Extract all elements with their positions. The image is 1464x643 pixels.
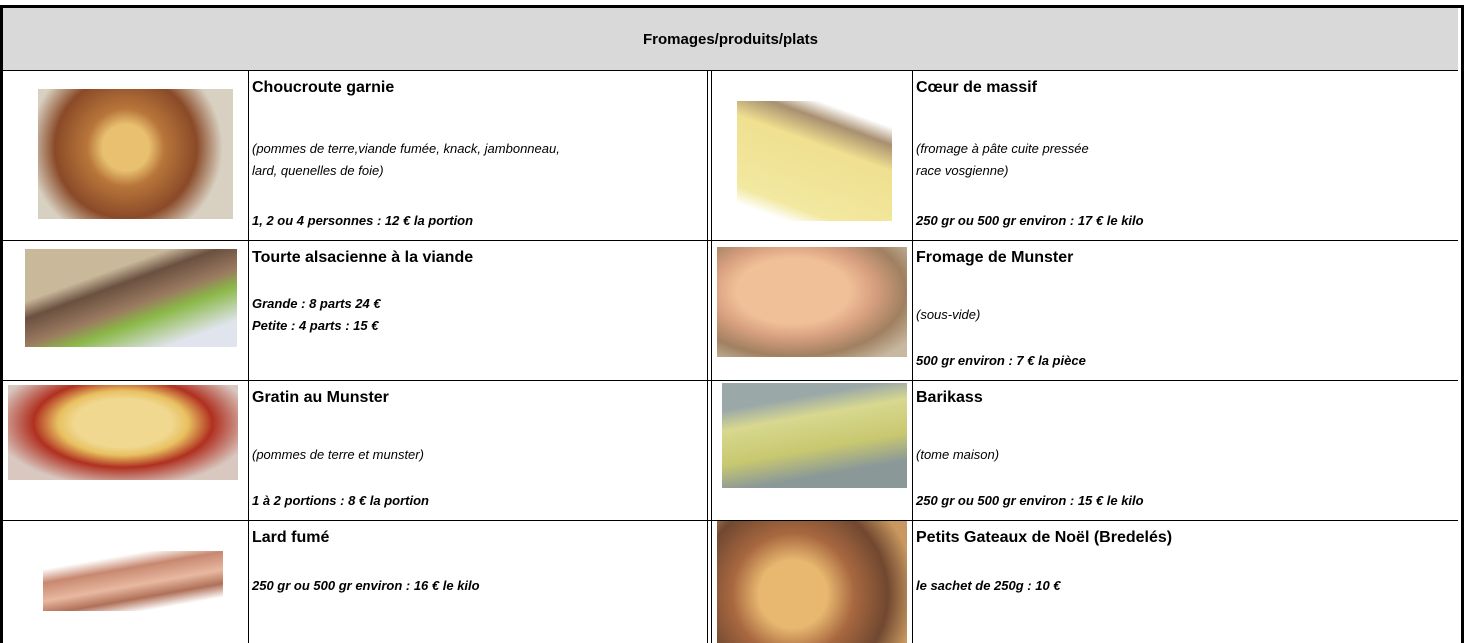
cell-border xyxy=(248,381,249,520)
row-border xyxy=(3,240,1458,241)
price-line: 250 gr ou 500 gr environ : 16 € le kilo xyxy=(252,578,480,593)
price-line: 250 gr ou 500 gr environ : 17 € le kilo xyxy=(916,213,1144,228)
product-cell: Lard fumé 250 gr ou 500 gr environ : 16 €… xyxy=(248,521,707,643)
price-line: Grande : 8 parts 24 € xyxy=(252,295,381,311)
description-line: (pommes de terre,viande fumée, knack, ja… xyxy=(252,140,560,156)
product-image xyxy=(8,385,238,480)
product-image xyxy=(722,383,907,488)
product-price: Grande : 8 parts 24 € Petite : 4 parts : … xyxy=(252,293,381,337)
product-cell: Tourte alsacienne à la viande Grande : 8 … xyxy=(248,241,707,380)
description-line: (sous-vide) xyxy=(916,306,981,322)
row-border xyxy=(3,380,1458,381)
cell-border xyxy=(707,381,708,520)
cell-border xyxy=(711,521,712,643)
product-image xyxy=(25,249,237,347)
product-cell: Barikass (tome maison) 250 gr ou 500 gr en… xyxy=(912,381,1458,520)
cell-border xyxy=(912,71,913,240)
cell-border xyxy=(707,241,708,380)
price-line: 250 gr ou 500 gr environ : 15 € le kilo xyxy=(916,493,1144,508)
cell-border xyxy=(711,241,712,380)
product-image xyxy=(43,551,223,611)
cell-border xyxy=(711,71,712,240)
description-line: race vosgienne) xyxy=(916,162,1009,178)
cell-border xyxy=(707,521,708,643)
product-cell: Petits Gateaux de Noël (Bredelés) le sach… xyxy=(912,521,1458,643)
row-border xyxy=(3,520,1458,521)
product-description: (tome maison) xyxy=(916,444,999,466)
product-description: (sous-vide) xyxy=(916,304,980,326)
description-line: (tome maison) xyxy=(916,446,1000,462)
cell-border xyxy=(248,521,249,643)
product-price: le sachet de 250g : 10 € xyxy=(916,575,1061,597)
product-name: Gratin au Munster xyxy=(252,389,389,406)
product-cell: Cœur de massif (fromage à pâte cuite pres… xyxy=(912,71,1458,240)
product-image xyxy=(717,247,907,357)
product-price: 1, 2 ou 4 personnes : 12 € la portion xyxy=(252,210,473,232)
description-line: (fromage à pâte cuite pressée xyxy=(916,140,1089,156)
product-cell: Choucroute garnie (pommes de terre,viande… xyxy=(248,71,707,240)
product-price: 250 gr ou 500 gr environ : 16 € le kilo xyxy=(252,575,480,597)
product-description: (pommes de terre,viande fumée, knack, ja… xyxy=(252,138,560,182)
product-name: Fromage de Munster xyxy=(916,249,1074,266)
product-cell: Fromage de Munster (sous-vide) 500 gr envi… xyxy=(912,241,1458,380)
product-image xyxy=(737,101,892,221)
product-name: Tourte alsacienne à la viande xyxy=(252,249,474,266)
cell-border xyxy=(912,521,913,643)
product-description: (fromage à pâte cuite pressée race vosgie… xyxy=(916,138,1089,182)
table-frame xyxy=(0,5,1464,643)
cell-border xyxy=(248,241,249,380)
description-line: lard, quenelles de foie) xyxy=(252,162,384,178)
cell-border xyxy=(707,71,708,240)
cell-border xyxy=(711,381,712,520)
table-title: Fromages/produits/plats xyxy=(3,8,1458,71)
price-line: Petite : 4 parts : 15 € xyxy=(252,317,379,333)
product-name: Barikass xyxy=(916,389,983,406)
cell-border xyxy=(248,71,249,240)
product-price: 250 gr ou 500 gr environ : 15 € le kilo xyxy=(916,490,1144,512)
product-price: 1 à 2 portions : 8 € la portion xyxy=(252,490,429,512)
product-name: Lard fumé xyxy=(252,529,330,546)
product-name: Petits Gateaux de Noël (Bredelés) xyxy=(916,529,1173,546)
cell-border xyxy=(912,381,913,520)
price-line: 1, 2 ou 4 personnes : 12 € la portion xyxy=(252,213,474,228)
product-price: 250 gr ou 500 gr environ : 17 € le kilo xyxy=(916,210,1144,232)
product-cell: Gratin au Munster (pommes de terre et mun… xyxy=(248,381,707,520)
product-description: (pommes de terre et munster) xyxy=(252,444,424,466)
price-line: le sachet de 250g : 10 € xyxy=(916,578,1061,593)
product-name: Cœur de massif xyxy=(916,79,1037,96)
product-image xyxy=(38,89,233,219)
cell-border xyxy=(912,241,913,380)
product-price: 500 gr environ : 7 € la pièce xyxy=(916,350,1086,372)
price-line: 500 gr environ : 7 € la pièce xyxy=(916,353,1086,368)
description-line: (pommes de terre et munster) xyxy=(252,446,424,462)
product-image xyxy=(717,521,907,643)
product-name: Choucroute garnie xyxy=(252,79,395,96)
price-line: 1 à 2 portions : 8 € la portion xyxy=(252,493,429,508)
